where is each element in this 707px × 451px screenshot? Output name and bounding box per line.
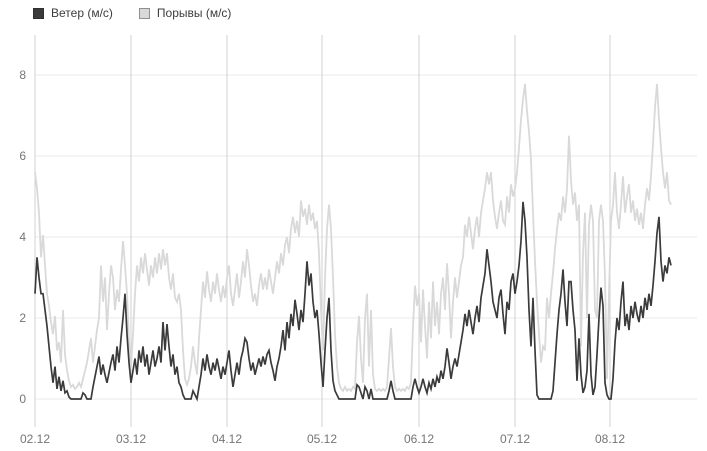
- y-tick-label: 4: [19, 230, 26, 244]
- y-tick-label: 2: [19, 311, 26, 325]
- chart-legend: Ветер (м/с) Порывы (м/с): [33, 7, 231, 19]
- wind-legend-swatch: [33, 7, 44, 19]
- x-tick-label: 04.12: [212, 432, 242, 446]
- y-tick-label: 8: [19, 68, 26, 82]
- y-tick-label: 6: [19, 149, 26, 163]
- gusts-legend-swatch: [138, 7, 150, 19]
- x-tick-label: 06.12: [404, 432, 434, 446]
- gusts-series-line: [34, 83, 672, 393]
- x-tick-label: 05.12: [307, 432, 337, 446]
- x-tick-label: 02.12: [20, 432, 50, 446]
- gusts-legend-label: Порывы (м/с): [156, 6, 232, 20]
- y-tick-label: 0: [19, 392, 26, 406]
- legend-item-wind[interactable]: Ветер (м/с): [33, 7, 113, 19]
- legend-item-gusts[interactable]: Порывы (м/с): [138, 6, 232, 20]
- x-tick-label: 03.12: [116, 432, 146, 446]
- wind-legend-label: Ветер (м/с): [51, 6, 113, 20]
- x-tick-label: 07.12: [500, 432, 530, 446]
- x-tick-label: 08.12: [595, 432, 625, 446]
- wind-series-line: [34, 201, 672, 402]
